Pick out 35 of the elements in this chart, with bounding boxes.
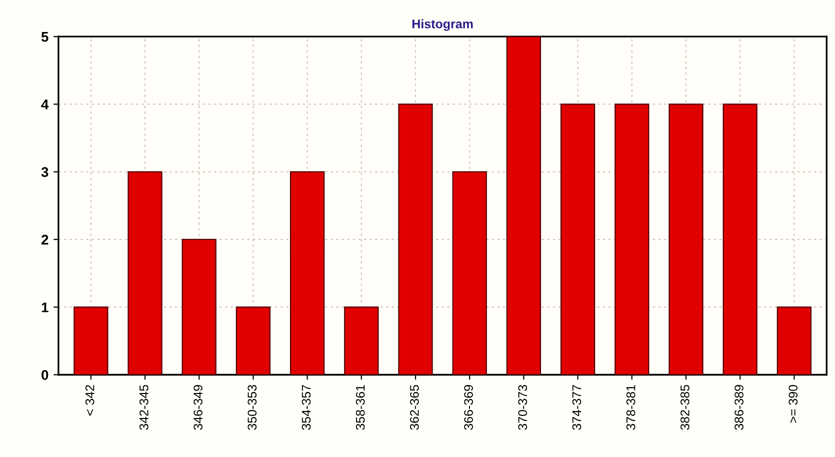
x-tick-label: 350-353 — [248, 385, 257, 430]
bar — [182, 238, 216, 375]
x-tick-label: 346-349 — [194, 385, 202, 430]
bar — [722, 104, 758, 375]
bar — [560, 104, 596, 375]
x-tick-label: 374-377 — [572, 385, 582, 430]
x-tick-label: 386-389 — [734, 385, 744, 430]
x-tick-label: 382-385 — [680, 384, 690, 430]
x-tick-label: 354-357 — [302, 385, 311, 430]
y-tick-label: 4 — [41, 100, 49, 110]
x-tick-label: 370-373 — [518, 385, 528, 430]
x-tick-label: 362-365 — [410, 384, 419, 430]
y-tick-label: 1 — [42, 302, 48, 312]
x-tick-label: < 342 — [85, 385, 94, 416]
bar — [776, 306, 812, 375]
y-tick-label: 2 — [41, 234, 48, 244]
bar — [668, 104, 704, 375]
bar — [398, 104, 433, 375]
y-tick-label: 3 — [41, 167, 48, 178]
bar — [452, 171, 487, 375]
bar — [290, 171, 325, 375]
bar — [506, 36, 542, 375]
bar — [344, 306, 379, 375]
x-tick-label: 378-381 — [626, 385, 636, 430]
x-tick-label: 366-369 — [464, 385, 473, 430]
chart-title: Histogram — [412, 19, 473, 31]
bar — [128, 171, 162, 375]
x-tick-label: 342-345 — [140, 384, 148, 430]
x-tick-label: >= 390 — [788, 384, 798, 423]
y-tick-label: 5 — [41, 32, 48, 42]
bar — [74, 306, 108, 375]
bar — [236, 306, 271, 375]
y-tick-label: 0 — [42, 370, 48, 380]
bar — [614, 104, 650, 375]
x-tick-label: 358-361 — [356, 385, 365, 430]
